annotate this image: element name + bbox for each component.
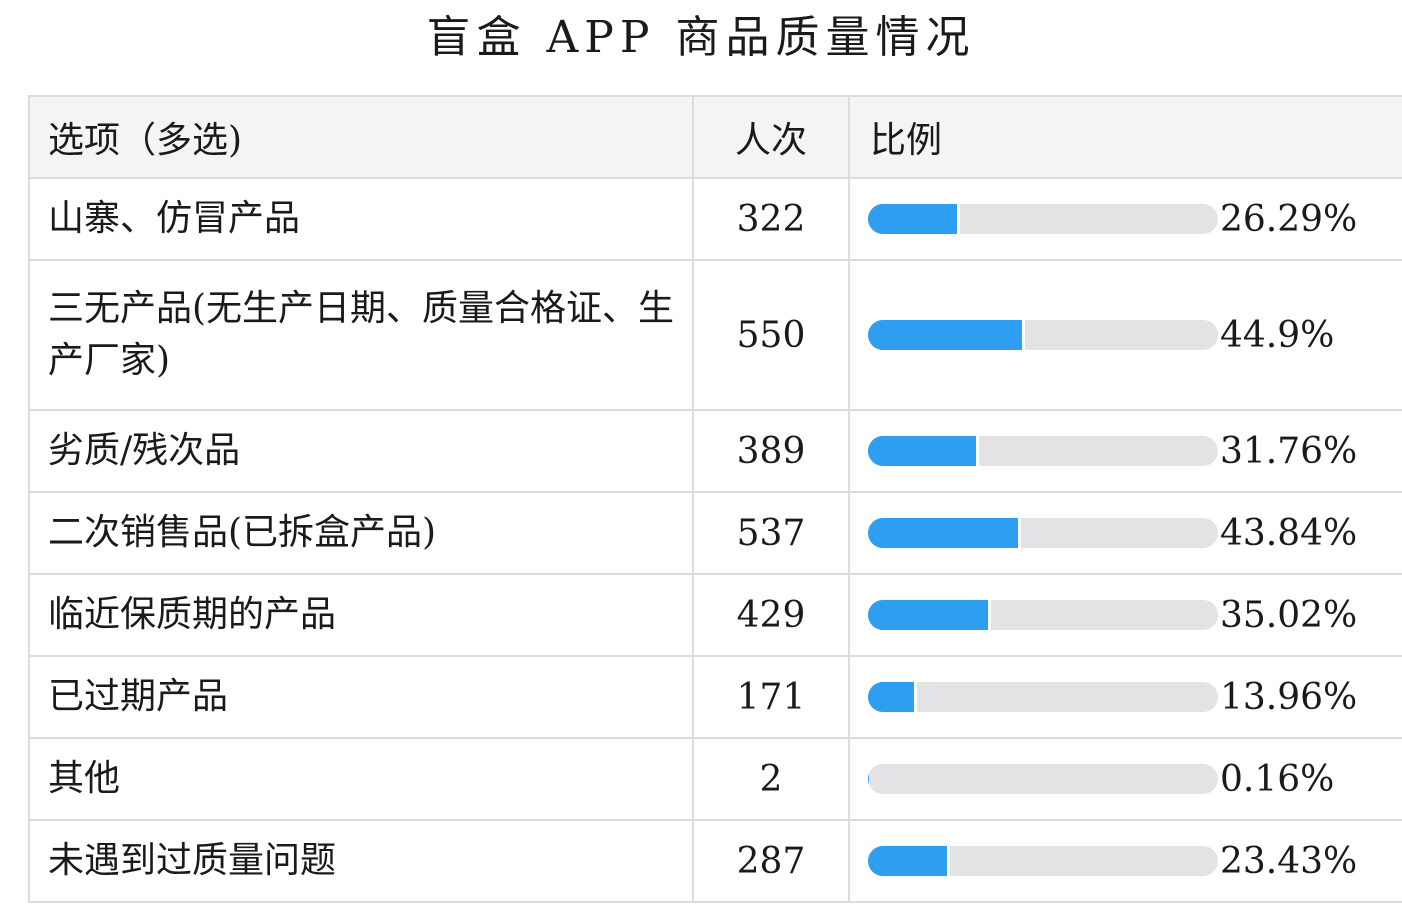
percent-label: 26.29% (1220, 198, 1358, 240)
table-header-row: 选项（多选) 人次 比例 (28, 95, 1402, 179)
percent-bar-track (868, 764, 1218, 794)
percent-bar-track (868, 320, 1218, 350)
row-count: 550 (692, 259, 850, 411)
row-option: 其他 (28, 737, 694, 821)
percent-bar-group: 26.29% (850, 199, 1402, 240)
table-row: 其他 2 0.16% (28, 737, 1402, 821)
percent-label: 13.96% (1220, 676, 1358, 718)
percent-label: 23.43% (1220, 840, 1358, 882)
percent-bar-group: 31.76% (850, 431, 1402, 472)
percent-bar-fill (868, 204, 960, 234)
percent-bar-fill (868, 320, 1025, 350)
row-option: 已过期产品 (28, 655, 694, 739)
percent-bar-track (868, 846, 1218, 876)
percent-bar-track (868, 436, 1218, 466)
percent-bar-group: 43.84% (850, 513, 1402, 554)
row-count: 537 (692, 491, 850, 575)
table-row: 二次销售品(已拆盒产品) 537 43.84% (28, 491, 1402, 575)
row-percent-cell: 44.9% (848, 259, 1402, 411)
percent-bar-group: 0.16% (850, 759, 1402, 800)
percent-bar-fill (868, 518, 1021, 548)
percent-label: 31.76% (1220, 430, 1358, 472)
row-option: 未遇到过质量问题 (28, 819, 694, 903)
percent-label: 0.16% (1220, 758, 1335, 800)
table-row: 山寨、仿冒产品 322 26.29% (28, 177, 1402, 261)
percent-bar-track (868, 682, 1218, 712)
percent-label: 43.84% (1220, 512, 1358, 554)
row-percent-cell: 31.76% (848, 409, 1402, 493)
row-count: 171 (692, 655, 850, 739)
quality-table: 选项（多选) 人次 比例 山寨、仿冒产品 322 26.29% 三无产品(无生产日期、… (28, 95, 1402, 903)
header-option: 选项（多选) (28, 95, 694, 179)
percent-bar-fill (868, 846, 950, 876)
percent-label: 35.02% (1220, 594, 1358, 636)
table-row: 未遇到过质量问题 287 23.43% (28, 819, 1402, 903)
table-body: 山寨、仿冒产品 322 26.29% 三无产品(无生产日期、质量合格证、生产厂家) 55… (28, 177, 1402, 903)
row-count: 389 (692, 409, 850, 493)
row-percent-cell: 13.96% (848, 655, 1402, 739)
row-percent-cell: 26.29% (848, 177, 1402, 261)
row-percent-cell: 23.43% (848, 819, 1402, 903)
percent-label: 44.9% (1220, 314, 1335, 356)
row-option: 临近保质期的产品 (28, 573, 694, 657)
table-row: 已过期产品 171 13.96% (28, 655, 1402, 739)
chart-title: 盲盒 APP 商品质量情况 (426, 12, 976, 63)
row-percent-cell: 35.02% (848, 573, 1402, 657)
percent-bar-group: 35.02% (850, 595, 1402, 636)
row-option: 三无产品(无生产日期、质量合格证、生产厂家) (28, 259, 694, 411)
percent-bar-group: 44.9% (850, 315, 1402, 356)
row-percent-cell: 43.84% (848, 491, 1402, 575)
row-count: 322 (692, 177, 850, 261)
percent-bar-track (868, 600, 1218, 630)
row-count: 429 (692, 573, 850, 657)
percent-bar-group: 23.43% (850, 841, 1402, 882)
header-percent: 比例 (848, 95, 1402, 179)
table-row: 临近保质期的产品 429 35.02% (28, 573, 1402, 657)
percent-bar-fill (868, 764, 869, 794)
percent-bar-fill (868, 600, 991, 630)
row-percent-cell: 0.16% (848, 737, 1402, 821)
row-option: 二次销售品(已拆盒产品) (28, 491, 694, 575)
row-count: 2 (692, 737, 850, 821)
percent-bar-track (868, 518, 1218, 548)
percent-bar-track (868, 204, 1218, 234)
percent-bar-group: 13.96% (850, 677, 1402, 718)
table-row: 劣质/残次品 389 31.76% (28, 409, 1402, 493)
row-option: 山寨、仿冒产品 (28, 177, 694, 261)
header-count: 人次 (692, 95, 850, 179)
table-row: 三无产品(无生产日期、质量合格证、生产厂家) 550 44.9% (28, 259, 1402, 411)
percent-bar-fill (868, 682, 917, 712)
row-option: 劣质/残次品 (28, 409, 694, 493)
row-count: 287 (692, 819, 850, 903)
percent-bar-fill (868, 436, 979, 466)
